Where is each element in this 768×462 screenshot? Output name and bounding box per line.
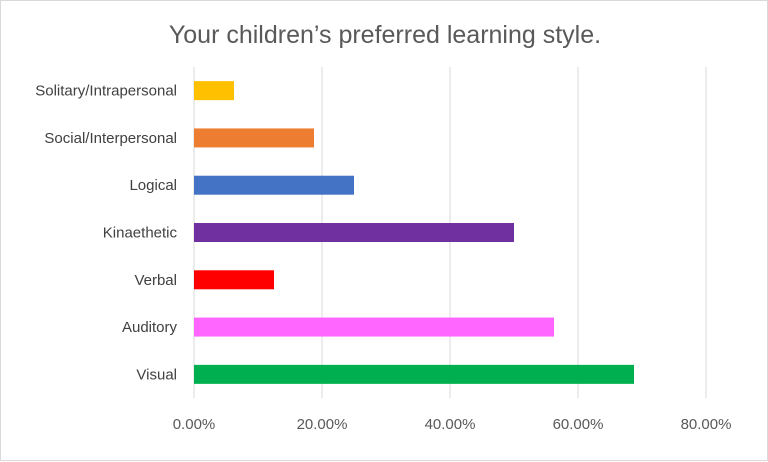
category-label: Auditory xyxy=(122,319,178,336)
x-tick-label: 20.00% xyxy=(297,416,348,433)
bar-verbal xyxy=(194,270,274,290)
x-tick-label: 60.00% xyxy=(553,416,604,433)
category-label: Kinaethetic xyxy=(103,225,178,242)
category-label: Logical xyxy=(129,177,177,194)
category-label: Visual xyxy=(136,366,177,383)
category-label: Solitary/Intrapersonal xyxy=(35,83,177,100)
category-label: Social/Interpersonal xyxy=(44,130,177,147)
bar-solitary-intrapersonal xyxy=(194,81,234,101)
bar-social-interpersonal xyxy=(194,128,314,148)
bar-auditory xyxy=(194,317,554,337)
x-tick-label: 40.00% xyxy=(425,416,476,433)
chart-title: Your children’s preferred learning style… xyxy=(168,21,602,49)
bar-visual xyxy=(194,364,634,384)
x-tick-label: 0.00% xyxy=(173,416,216,433)
category-label: Verbal xyxy=(134,272,177,289)
x-tick-label: 80.00% xyxy=(681,416,732,433)
bar-kinaethetic xyxy=(194,223,514,242)
bar-logical xyxy=(194,175,354,195)
